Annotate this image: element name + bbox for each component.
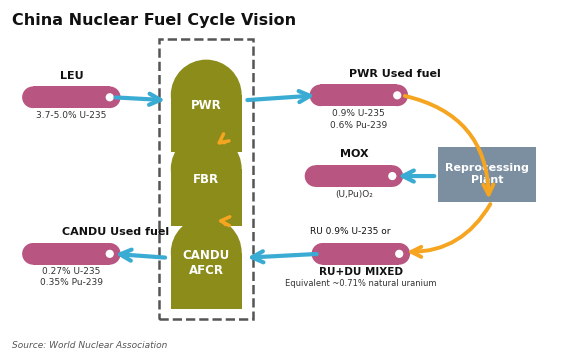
Text: PWR: PWR: [191, 99, 222, 112]
Text: 3.7-5.0% U-235: 3.7-5.0% U-235: [36, 111, 107, 120]
Bar: [171, 95, 242, 152]
Text: Equivalent ~0.71% natural uranium: Equivalent ~0.71% natural uranium: [285, 279, 437, 288]
Ellipse shape: [305, 165, 327, 187]
Ellipse shape: [381, 165, 403, 187]
Text: PWR Used fuel: PWR Used fuel: [349, 69, 441, 79]
Ellipse shape: [105, 250, 114, 258]
FancyBboxPatch shape: [438, 146, 536, 202]
Text: 0.9% U-235: 0.9% U-235: [332, 109, 385, 118]
Text: 0.27% U-235: 0.27% U-235: [42, 267, 100, 276]
Text: FBR: FBR: [193, 173, 219, 186]
Bar: [171, 253, 242, 309]
Ellipse shape: [312, 243, 333, 265]
Text: Reprocessing
Plant: Reprocessing Plant: [445, 163, 529, 185]
Bar: [171, 253, 242, 309]
Ellipse shape: [388, 243, 410, 265]
Bar: [33, 243, 110, 265]
Ellipse shape: [22, 87, 44, 108]
Ellipse shape: [388, 172, 396, 180]
Text: RU+DU MIXED: RU+DU MIXED: [319, 267, 403, 277]
Text: Source: World Nuclear Association: Source: World Nuclear Association: [13, 341, 168, 350]
Text: (U,Pu)O₂: (U,Pu)O₂: [335, 190, 373, 199]
Text: LEU: LEU: [59, 71, 83, 80]
Text: 0.35% Pu-239: 0.35% Pu-239: [40, 279, 103, 288]
Text: CANDU Used fuel: CANDU Used fuel: [62, 227, 169, 237]
Bar: [171, 95, 242, 152]
Ellipse shape: [395, 250, 404, 258]
Text: 0.6% Pu-239: 0.6% Pu-239: [330, 121, 388, 130]
Text: China Nuclear Fuel Cycle Vision: China Nuclear Fuel Cycle Vision: [13, 13, 296, 28]
Text: MOX: MOX: [340, 149, 368, 159]
Ellipse shape: [22, 243, 44, 265]
Ellipse shape: [171, 134, 242, 204]
Bar: [171, 169, 242, 226]
Ellipse shape: [310, 84, 331, 106]
Ellipse shape: [386, 84, 408, 106]
Bar: [316, 165, 392, 187]
Ellipse shape: [105, 93, 114, 101]
Bar: [171, 169, 242, 226]
Bar: [320, 84, 397, 106]
Ellipse shape: [99, 87, 121, 108]
Text: RU 0.9% U-235 or: RU 0.9% U-235 or: [310, 227, 390, 236]
Ellipse shape: [171, 60, 242, 131]
Text: CANDU
AFCR: CANDU AFCR: [182, 249, 230, 277]
Ellipse shape: [171, 217, 242, 288]
Bar: [323, 243, 399, 265]
Bar: [33, 87, 110, 108]
Ellipse shape: [393, 91, 401, 99]
Ellipse shape: [99, 243, 121, 265]
